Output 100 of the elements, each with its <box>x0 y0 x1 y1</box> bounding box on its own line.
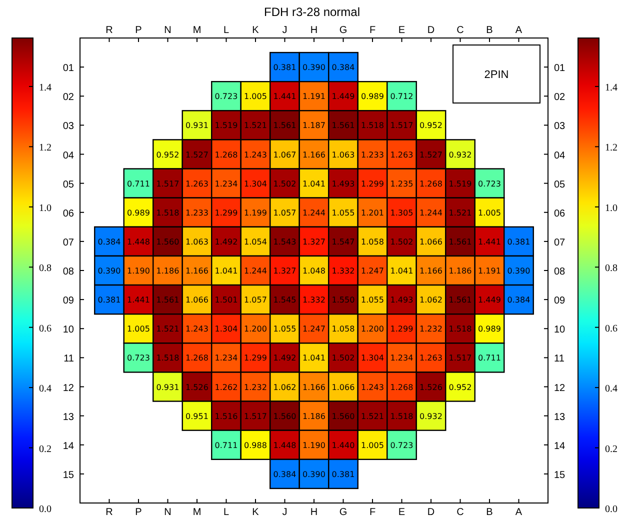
data-label: 0.989 <box>361 92 384 102</box>
data-label: 1.550 <box>332 296 355 305</box>
data-label: 0.381 <box>507 237 530 246</box>
data-label: 1.526 <box>420 382 442 392</box>
data-label: 1.057 <box>244 296 267 305</box>
y2-tick-label: 01 <box>554 63 566 74</box>
y-tick-label: 10 <box>62 324 74 336</box>
x-tick-label: B <box>486 507 494 517</box>
data-label: 0.384 <box>507 296 530 305</box>
data-label: 1.048 <box>302 266 326 276</box>
data-label: 1.243 <box>186 324 208 334</box>
data-label: 1.547 <box>332 237 355 246</box>
y-tick-label: 15 <box>62 470 74 481</box>
data-label: 1.235 <box>390 179 414 188</box>
y-tick-label: 04 <box>62 150 74 162</box>
x-tick-label: N <box>164 507 172 517</box>
data-label: 1.560 <box>273 412 296 421</box>
data-label: 1.492 <box>273 354 296 363</box>
data-label: 1.561 <box>156 296 180 305</box>
data-label: 1.066 <box>186 296 208 305</box>
data-label: 1.187 <box>302 121 326 130</box>
category-label: G <box>339 25 348 36</box>
data-label: 1.517 <box>448 354 472 363</box>
data-label: 1.304 <box>361 354 384 363</box>
y2-tick-label: 14 <box>554 440 566 452</box>
data-label: 1.234 <box>214 354 238 363</box>
data-label: 1.299 <box>244 354 267 363</box>
data-label: 1.005 <box>478 208 501 218</box>
data-label: 1.234 <box>214 179 238 188</box>
y2-tick-label: 04 <box>554 150 566 162</box>
data-label: 1.201 <box>361 208 384 218</box>
data-label: 1.263 <box>390 150 414 160</box>
x-tick-label: K <box>252 507 260 517</box>
data-label: 1.517 <box>156 179 180 188</box>
data-label: 1.058 <box>332 324 355 334</box>
data-label: 1.054 <box>244 237 267 246</box>
data-label: 1.304 <box>244 179 267 188</box>
data-label: 1.327 <box>273 266 296 276</box>
x-tick-label: G <box>339 507 348 517</box>
y2-tick-label: 10 <box>554 324 566 336</box>
data-label: 1.441 <box>127 296 150 305</box>
color-bar-label: 1.2 <box>39 142 52 154</box>
category-label: E <box>398 25 406 36</box>
category-label: A <box>515 25 522 36</box>
data-label: 0.381 <box>273 63 296 72</box>
data-label: 1.200 <box>361 324 384 334</box>
data-label: 1.268 <box>420 179 442 188</box>
data-label: 1.063 <box>186 237 208 246</box>
x-tick-label: E <box>398 507 406 517</box>
data-label: 1.166 <box>302 382 326 392</box>
data-label: 1.305 <box>390 208 414 218</box>
data-label: 1.005 <box>127 324 150 334</box>
data-label: 1.190 <box>127 266 150 276</box>
data-label: 1.041 <box>302 179 326 188</box>
data-label: 1.327 <box>302 237 326 246</box>
data-label: 1.005 <box>244 92 267 102</box>
data-label: 1.067 <box>273 150 296 160</box>
data-label: 1.191 <box>478 266 501 276</box>
data-label: 1.247 <box>302 324 326 334</box>
data-label: 1.440 <box>332 440 355 450</box>
data-label: 1.526 <box>186 382 208 392</box>
text: 0.2 <box>605 444 618 455</box>
data-label: 0.384 <box>332 63 355 72</box>
y-tick-label: 11 <box>64 354 74 365</box>
y-tick-label: 01 <box>62 63 74 74</box>
y-tick-label: 13 <box>62 412 74 423</box>
data-label: 1.299 <box>361 179 384 188</box>
y-tick-label: 05 <box>62 179 74 190</box>
data-label: 0.390 <box>507 266 530 276</box>
data-label: 0.932 <box>420 412 442 421</box>
data-label: 1.166 <box>302 150 326 160</box>
text: 0.8 <box>605 263 618 274</box>
data-label: 1.561 <box>448 296 472 305</box>
data-label: 1.243 <box>244 150 267 160</box>
data-label: 0.723 <box>214 92 238 102</box>
data-label: 1.041 <box>390 266 414 276</box>
data-label: 1.268 <box>390 382 414 392</box>
data-label: 1.493 <box>332 179 355 188</box>
data-label: 1.199 <box>244 208 267 218</box>
y-tick-label: 07 <box>62 237 74 248</box>
y2-tick-label: 13 <box>554 412 566 423</box>
data-label: 1.502 <box>273 179 296 188</box>
data-label: 1.268 <box>214 150 238 160</box>
data-label: 0.711 <box>214 440 238 450</box>
text: 0.4 <box>605 384 618 395</box>
data-label: 1.268 <box>186 354 208 363</box>
data-label: 0.384 <box>98 237 121 246</box>
data-label: 0.952 <box>448 382 472 392</box>
data-label: 1.521 <box>156 324 180 334</box>
data-label: 1.502 <box>332 354 355 363</box>
data-label: 1.543 <box>273 237 296 246</box>
data-label: 0.711 <box>127 179 150 188</box>
category-label: N <box>164 25 172 36</box>
y2-tick-label: 06 <box>554 208 566 220</box>
y2-tick-label: 07 <box>554 237 566 248</box>
color-bar-label: 0.6 <box>39 323 52 334</box>
data-label: 1.492 <box>214 237 238 246</box>
data-label: 1.560 <box>332 412 355 421</box>
data-label: 1.191 <box>302 92 326 102</box>
text: 1.2 <box>605 142 618 154</box>
